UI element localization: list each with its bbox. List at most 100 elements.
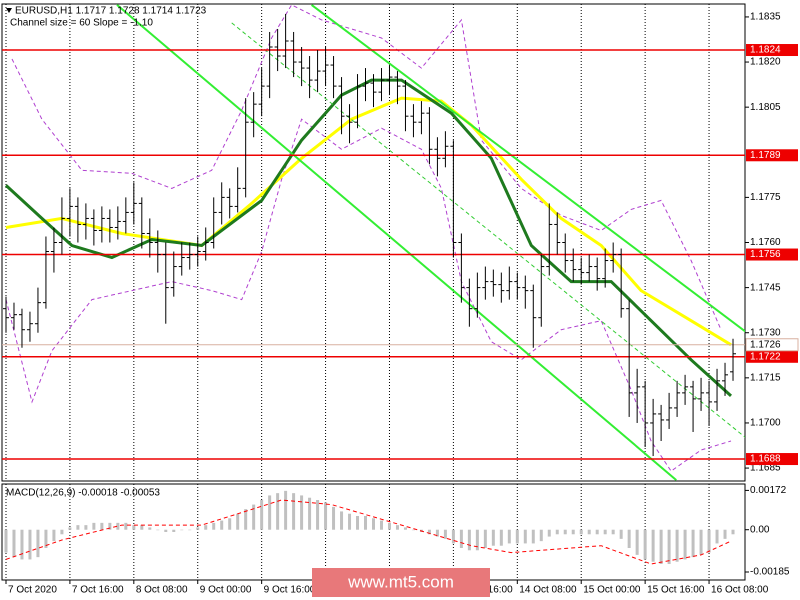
channel-line <box>231 22 745 438</box>
channel-line <box>310 4 745 333</box>
histogram-bar <box>675 529 679 562</box>
histogram-bar <box>563 529 567 535</box>
histogram-bar <box>507 529 511 544</box>
histogram-bar <box>395 525 399 530</box>
histogram-bar <box>667 529 671 564</box>
histogram-bar <box>356 516 360 530</box>
histogram-bar <box>212 522 216 530</box>
histogram-bar <box>284 490 288 530</box>
x-tick-label: 9 Oct 00:00 <box>200 585 252 596</box>
level-label: 1.1789 <box>750 150 781 161</box>
current-price-label: 1.1726 <box>750 339 781 350</box>
level-label-box <box>746 44 798 57</box>
histogram-bar <box>348 513 352 530</box>
histogram-bar <box>643 529 647 560</box>
histogram-bar <box>531 529 535 544</box>
histogram-bar <box>379 520 383 530</box>
histogram-bar <box>316 500 320 530</box>
x-tick-label: 14 Oct 08:00 <box>519 585 577 596</box>
x-tick-label: 15 Oct 16:00 <box>647 585 705 596</box>
histogram-bar <box>475 529 479 551</box>
histogram-bar <box>515 529 519 544</box>
level-label: 1.1824 <box>750 45 781 56</box>
histogram-bar <box>539 529 543 542</box>
histogram-bar <box>44 529 48 548</box>
histogram-bar <box>244 509 248 530</box>
level-label-box <box>746 149 798 162</box>
watermark: www.mt5.com <box>347 572 454 591</box>
histogram-bar <box>20 529 24 560</box>
macd-label: MACD(12,26,9) -0.00018 -0.00053 <box>6 488 160 499</box>
histogram-bar <box>555 529 559 535</box>
histogram-bar <box>571 529 575 535</box>
y-tick-label: -0.00185 <box>750 567 790 578</box>
histogram-bar <box>164 529 168 532</box>
level-label: 1.1756 <box>750 249 781 260</box>
histogram-bar <box>579 529 583 535</box>
histogram-bar <box>108 522 112 530</box>
histogram-bar <box>595 529 599 535</box>
y-tick-label: 1.1730 <box>750 327 781 338</box>
histogram-bar <box>715 529 719 544</box>
menu-icon <box>6 8 12 13</box>
histogram-bar <box>68 527 72 530</box>
histogram-bar <box>459 529 463 548</box>
histogram-bar <box>12 529 16 558</box>
histogram-bar <box>228 518 232 530</box>
histogram-bar <box>451 529 455 544</box>
histogram-bar <box>132 525 136 530</box>
watermark-box <box>312 568 490 597</box>
histogram-bar <box>499 529 503 546</box>
histogram-bar <box>28 529 32 560</box>
y-tick-label: 1.1805 <box>750 102 781 113</box>
histogram-bar <box>547 529 551 537</box>
x-tick-label: 15 Oct 00:00 <box>583 585 641 596</box>
histogram-bar <box>188 529 192 531</box>
level-label-box <box>746 453 798 466</box>
histogram-bar <box>659 529 663 564</box>
histogram-bar <box>651 529 655 562</box>
indicator-line <box>4 78 733 398</box>
indicator-line <box>11 4 722 330</box>
histogram-bar <box>603 529 607 535</box>
plot: 7 Oct 2020 7 Oct 16:00 8 Oct 08:00 9 Oct 00… <box>2 4 799 596</box>
symbol-info: EURUSD,H1 1.1717 1.1728 1.1714 1.1723 <box>15 6 207 17</box>
level-label-box <box>746 350 798 363</box>
histogram-bar <box>683 529 687 560</box>
current-price-box <box>745 338 799 352</box>
histogram-bar <box>204 525 208 530</box>
histogram-bar <box>300 495 304 530</box>
level-label: 1.1688 <box>750 454 781 465</box>
histogram-bar <box>124 522 128 530</box>
channel-info: Channel size = 60 Slope = -1.10 <box>10 18 153 29</box>
histogram-bar <box>196 527 200 530</box>
y-tick-label: 1.1715 <box>750 372 781 383</box>
y-tick-label: 1.1820 <box>750 57 781 68</box>
histogram-bar <box>699 529 703 555</box>
y-tick-label: 1.1685 <box>750 463 781 474</box>
histogram-bar <box>140 525 144 530</box>
histogram-bar <box>116 522 120 530</box>
histogram-bar <box>435 529 439 537</box>
x-tick-label: 8 Oct 08:00 <box>136 585 188 596</box>
histogram-bar <box>172 529 176 532</box>
histogram-bar <box>180 529 184 531</box>
histogram-bar <box>324 502 328 530</box>
x-tick-label: 16 Oct 08:00 <box>711 585 769 596</box>
y-tick-label: 0.00172 <box>750 485 787 496</box>
histogram-bar <box>60 529 64 535</box>
histogram-bar <box>260 500 264 530</box>
histogram-bar <box>443 529 447 539</box>
channel-line <box>116 4 677 481</box>
histogram-bar <box>707 529 711 553</box>
x-tick-label: 7 Oct 16:00 <box>72 585 124 596</box>
histogram-bar <box>92 522 96 530</box>
indicator-line <box>5 118 732 472</box>
histogram-bar <box>276 493 280 530</box>
histogram-bar <box>723 529 727 539</box>
histogram-bar <box>268 495 272 530</box>
histogram-bar <box>4 529 8 553</box>
y-tick-label: 1.1760 <box>750 237 781 248</box>
